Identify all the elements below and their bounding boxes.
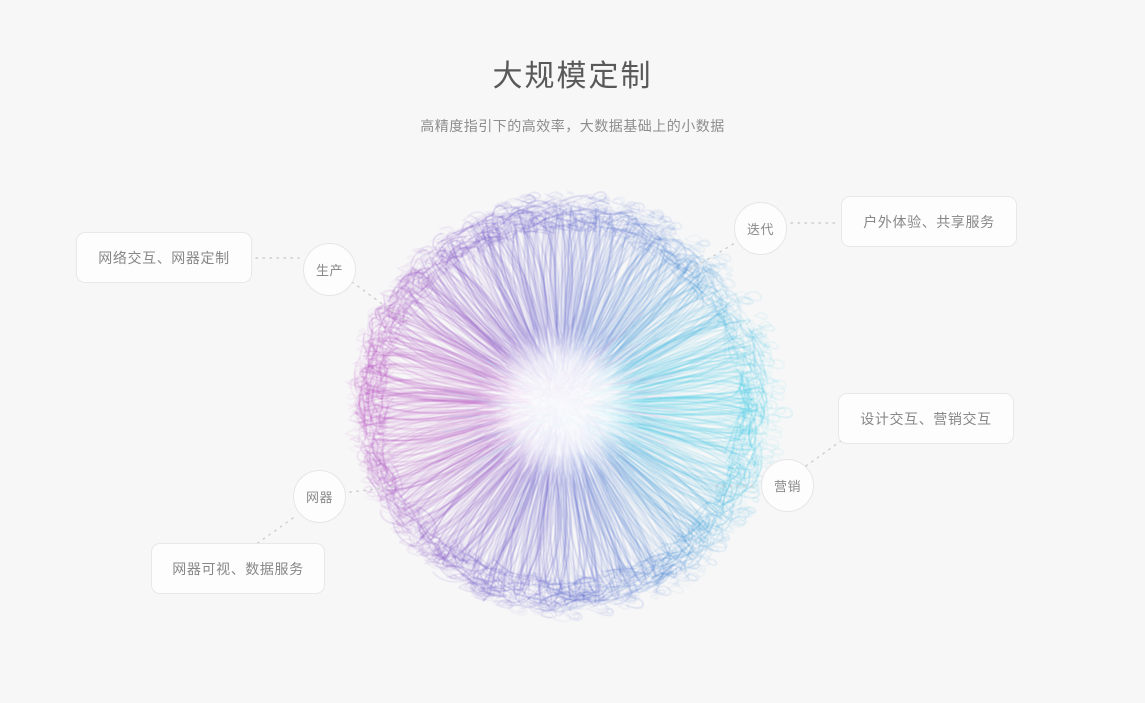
detail-box-marketing[interactable]: 设计交互、营销交互 bbox=[838, 393, 1014, 444]
node-circle-marketing[interactable]: 营销 bbox=[761, 459, 814, 512]
node-circle-device[interactable]: 网器 bbox=[293, 470, 346, 523]
page-subtitle: 高精度指引下的高效率，大数据基础上的小数据 bbox=[420, 118, 725, 134]
page-title: 大规模定制 bbox=[492, 60, 653, 93]
detail-box-device[interactable]: 网器可视、数据服务 bbox=[151, 543, 325, 594]
detail-box-iteration[interactable]: 户外体验、共享服务 bbox=[841, 196, 1017, 247]
detail-box-production[interactable]: 网络交互、网器定制 bbox=[76, 232, 252, 283]
node-circle-production[interactable]: 生产 bbox=[303, 243, 356, 296]
node-circle-iteration[interactable]: 迭代 bbox=[734, 202, 787, 255]
